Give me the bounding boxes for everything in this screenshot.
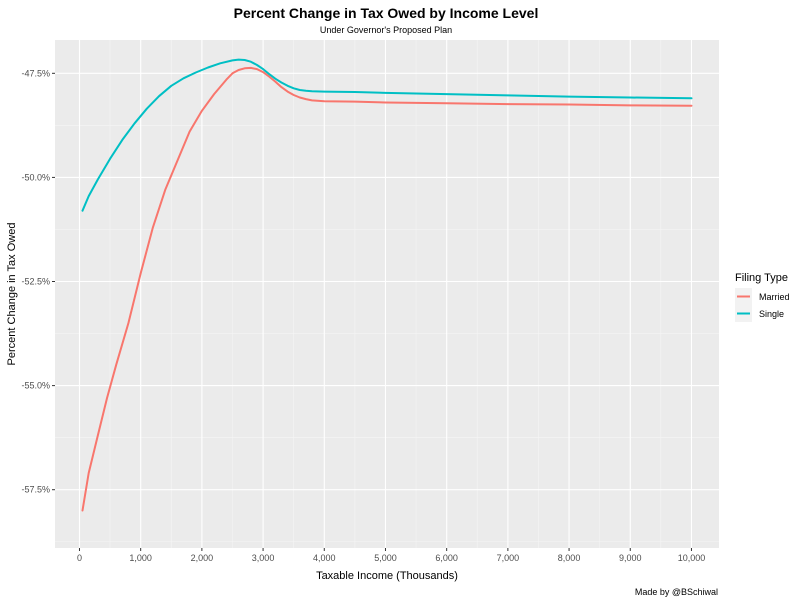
chart-caption: Made by @BSchiwal: [635, 587, 718, 597]
legend-label-single: Single: [759, 309, 784, 319]
y-tick-label: -55.0%: [21, 381, 50, 391]
x-tick-label: 3,000: [252, 553, 275, 563]
y-tick-label: -50.0%: [21, 172, 50, 182]
legend-title: Filing Type: [735, 272, 788, 284]
x-tick-label: 10,000: [678, 553, 706, 563]
chart-subtitle: Under Governor's Proposed Plan: [320, 25, 452, 35]
grid-minor: [55, 40, 719, 548]
x-tick-label: 9,000: [619, 553, 642, 563]
x-axis-ticks: 0 1,000 2,000 3,000 4,000 5,000 6,000 7,000 8,00…: [77, 548, 705, 563]
x-tick-label: 8,000: [558, 553, 581, 563]
legend: Filing Type Married Single: [735, 272, 790, 322]
x-axis-title: Taxable Income (Thousands): [316, 570, 458, 582]
y-tick-label: -47.5%: [21, 68, 50, 78]
y-axis-ticks: -57.5% -55.0% -52.5% -50.0% -47.5%: [21, 68, 55, 495]
series-line-single: [81, 58, 693, 212]
x-tick-label: 7,000: [497, 553, 520, 563]
x-tick-label: 4,000: [313, 553, 336, 563]
legend-label-married: Married: [759, 292, 790, 302]
chart-title: Percent Change in Tax Owed by Income Lev…: [234, 5, 539, 21]
x-tick-label: 5,000: [374, 553, 397, 563]
x-tick-label: 0: [77, 553, 82, 563]
y-tick-label: -57.5%: [21, 485, 50, 495]
x-tick-label: 6,000: [435, 553, 458, 563]
grid-major: [55, 40, 719, 548]
series-lines: [81, 58, 693, 512]
x-tick-label: 2,000: [191, 553, 214, 563]
legend-items: Married Single: [735, 288, 790, 322]
y-tick-label: -52.5%: [21, 277, 50, 287]
plot-panel: [55, 40, 719, 548]
x-tick-label: 1,000: [129, 553, 152, 563]
y-axis-title: Percent Change in Tax Owed: [6, 223, 18, 366]
series-line-married: [81, 66, 693, 512]
